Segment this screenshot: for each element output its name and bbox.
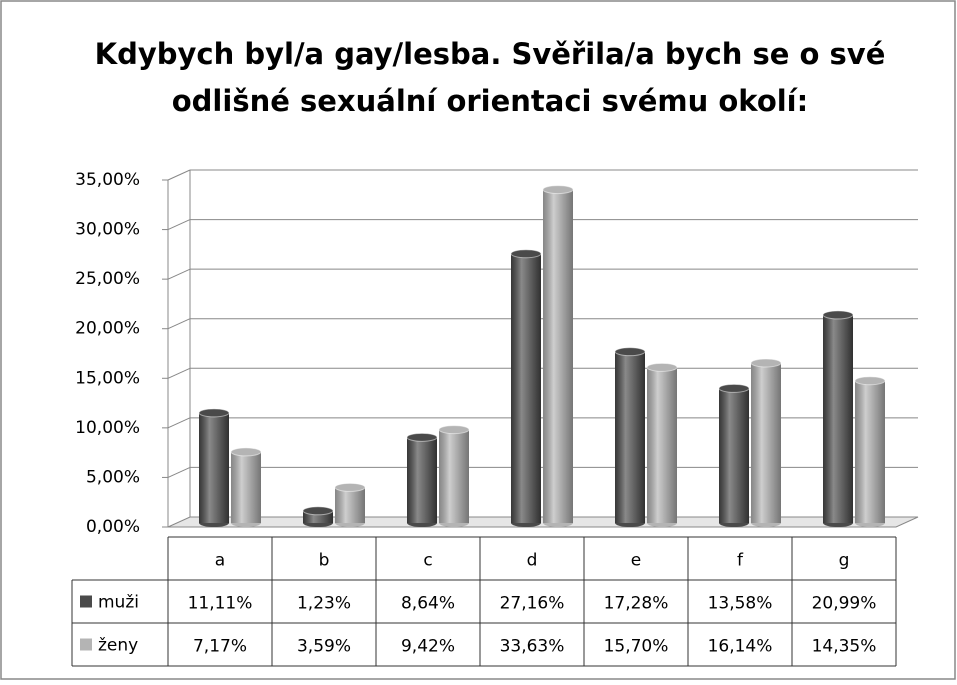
- bar-top: [750, 358, 782, 368]
- y-tick-label: 10,00%: [75, 418, 140, 438]
- grid-line: [167, 169, 191, 181]
- bar-top: [854, 376, 886, 386]
- data-label: 27,16%: [500, 594, 565, 614]
- bar-shine: [511, 253, 541, 523]
- legend-marker: [80, 595, 92, 608]
- bar-shine: [199, 412, 229, 523]
- bar-top: [646, 362, 678, 372]
- bar-shine: [335, 487, 365, 523]
- legend-label: ženy: [98, 636, 138, 656]
- data-label: 9,42%: [401, 637, 455, 657]
- data-label: 7,17%: [193, 637, 247, 657]
- data-label: 20,99%: [812, 594, 877, 614]
- legend-label: muži: [98, 593, 139, 613]
- grid-line: [167, 466, 191, 478]
- x-tick-label: c: [423, 551, 432, 571]
- bar-top: [822, 310, 854, 320]
- bar-shine: [407, 437, 437, 523]
- x-tick-label: e: [631, 551, 641, 571]
- bar-top: [438, 425, 470, 435]
- bar-top: [542, 185, 574, 195]
- bar-shine: [719, 388, 749, 523]
- grid-line: [167, 318, 191, 330]
- data-label: 1,23%: [297, 594, 351, 614]
- x-tick-label: d: [527, 551, 538, 571]
- grid-line: [167, 367, 191, 379]
- grid-line: [167, 219, 191, 231]
- data-label: 17,28%: [604, 594, 669, 614]
- y-tick-label: 25,00%: [75, 269, 140, 289]
- legend-marker: [80, 638, 92, 651]
- bar-top: [614, 347, 646, 357]
- bar-shine: [615, 351, 645, 523]
- chart-title: Kdybych byl/a gay/lesba. Svěřila/a bych …: [95, 37, 886, 71]
- data-label: 16,14%: [708, 637, 773, 657]
- bar-top: [510, 249, 542, 259]
- data-label: 33,63%: [500, 637, 565, 657]
- data-label: 11,11%: [188, 594, 253, 614]
- x-tick-label: a: [215, 551, 225, 571]
- chart-title: odlišné sexuální orientaci svému okolí:: [172, 84, 808, 118]
- y-tick-label: 30,00%: [75, 220, 140, 240]
- data-label: 3,59%: [297, 637, 351, 657]
- y-tick-label: 35,00%: [75, 170, 140, 190]
- bar-top: [718, 383, 750, 393]
- x-tick-label: b: [319, 551, 330, 571]
- data-label: 15,70%: [604, 637, 669, 657]
- grid-line: [167, 417, 191, 429]
- x-tick-label: g: [839, 551, 850, 571]
- x-tick-label: f: [737, 551, 744, 571]
- data-label: 8,64%: [401, 594, 455, 614]
- bar-shine: [439, 429, 469, 523]
- bar-top: [406, 432, 438, 442]
- bar-top: [334, 482, 366, 492]
- y-tick-label: 5,00%: [86, 467, 140, 487]
- data-label: 14,35%: [812, 637, 877, 657]
- bar-top: [198, 408, 230, 418]
- bar-shine: [647, 367, 677, 523]
- bar-shine: [823, 314, 853, 523]
- y-tick-label: 20,00%: [75, 319, 140, 339]
- y-tick-label: 15,00%: [75, 368, 140, 388]
- bar-top: [230, 447, 262, 457]
- data-label: 13,58%: [708, 594, 773, 614]
- bar-top: [302, 506, 334, 516]
- y-tick-label: 0,00%: [86, 517, 140, 537]
- grid-line: [167, 268, 191, 280]
- bar-shine: [543, 189, 573, 523]
- bar-shine: [751, 362, 781, 523]
- bar-shine: [231, 451, 261, 523]
- bar-shine: [855, 380, 885, 523]
